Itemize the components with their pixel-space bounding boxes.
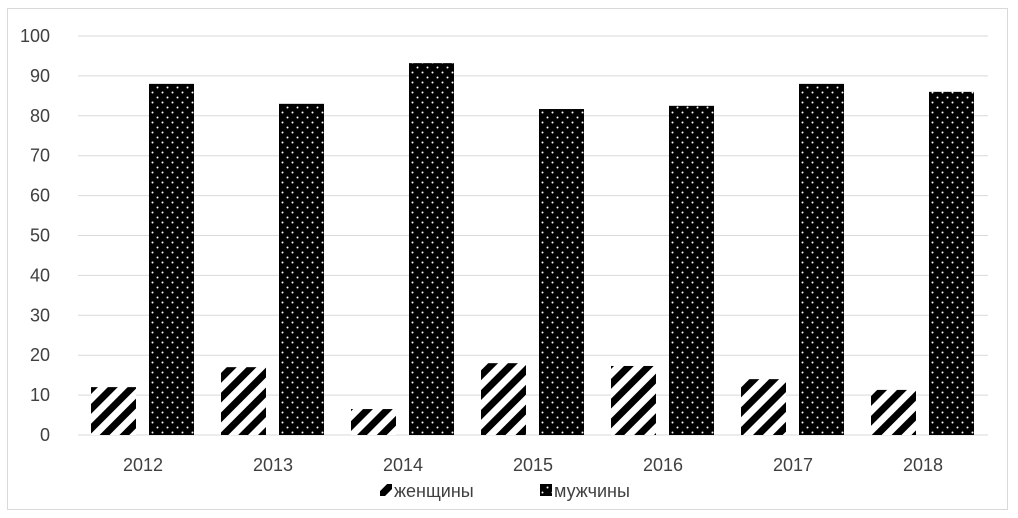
bar-women-2015 <box>481 363 526 435</box>
bar-women-2014 <box>351 409 396 435</box>
bar-men-2014 <box>409 63 454 436</box>
y-tick-label: 60 <box>30 186 50 206</box>
y-tick-label: 70 <box>30 146 50 166</box>
x-tick-label: 2015 <box>513 455 553 475</box>
y-tick-label: 40 <box>30 265 50 285</box>
y-tick-label: 0 <box>40 425 50 445</box>
bar-men-2015 <box>539 109 584 435</box>
bar-women-2018 <box>871 389 916 435</box>
legend-label-men: мужчины <box>554 481 630 501</box>
y-tick-label: 10 <box>30 385 50 405</box>
bar-women-2017 <box>741 379 786 435</box>
bar-men-2013 <box>279 103 324 435</box>
bar-women-2013 <box>221 367 266 435</box>
legend-swatch-men <box>540 484 552 496</box>
legend-label-women: женщины <box>394 481 474 501</box>
y-tick-label: 50 <box>30 226 50 246</box>
legend-swatch-women <box>380 484 392 496</box>
y-tick-label: 20 <box>30 345 50 365</box>
x-tick-label: 2014 <box>383 455 423 475</box>
x-tick-label: 2012 <box>123 455 163 475</box>
x-tick-label: 2018 <box>903 455 943 475</box>
gridlines <box>78 35 988 436</box>
x-axis-ticks: 2012 2013 2014 2015 2016 2017 2018 <box>123 455 943 475</box>
y-tick-label: 30 <box>30 305 50 325</box>
bar-women-2012 <box>91 387 136 435</box>
bars <box>91 63 974 436</box>
x-tick-label: 2013 <box>253 455 293 475</box>
legend: женщины мужчины <box>380 481 630 501</box>
y-tick-label: 90 <box>30 66 50 86</box>
y-tick-label: 80 <box>30 106 50 126</box>
x-tick-label: 2016 <box>643 455 683 475</box>
bar-men-2012 <box>149 83 194 435</box>
bar-men-2018 <box>929 91 974 436</box>
y-axis-ticks: 0 10 20 30 40 50 60 70 80 90 100 <box>20 26 50 445</box>
y-tick-label: 100 <box>20 26 50 46</box>
bar-women-2016 <box>611 365 656 435</box>
x-tick-label: 2017 <box>773 455 813 475</box>
bar-men-2017 <box>799 83 844 435</box>
bar-men-2016 <box>669 105 714 435</box>
